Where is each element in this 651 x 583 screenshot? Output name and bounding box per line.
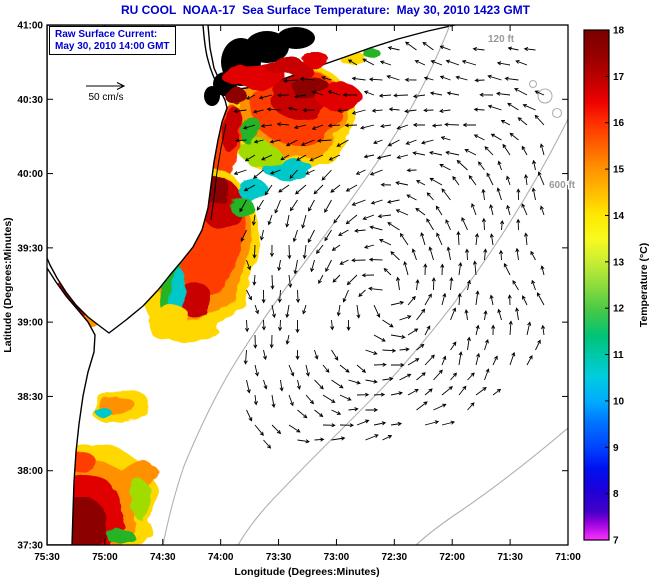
colorbar-tick-label: 18 xyxy=(613,26,625,37)
shoal-contour xyxy=(537,88,553,104)
colorbar-tick-label: 14 xyxy=(613,211,625,222)
colorbar-label: Temperature (°C) xyxy=(638,242,650,328)
contour-label: 120 ft xyxy=(488,34,515,45)
scale-arrow-label: 50 cm/s xyxy=(88,92,124,103)
y-axis-label: Latitude (Degrees:Minutes) xyxy=(2,217,14,353)
y-tick-label: 37:30 xyxy=(17,541,43,552)
barrier-island xyxy=(210,123,227,221)
y-tick-label: 38:00 xyxy=(17,466,43,477)
scale-arrow-icon xyxy=(86,82,126,90)
shoal-contour xyxy=(528,79,538,89)
contour-deep xyxy=(415,427,568,545)
mainland-coastline xyxy=(47,25,228,334)
x-tick-label: 73:00 xyxy=(324,552,350,563)
x-tick-label: 75:00 xyxy=(92,552,118,563)
x-tick-label: 73:30 xyxy=(266,552,292,563)
contour-600ft xyxy=(237,117,568,545)
colorbar-tick-label: 17 xyxy=(613,72,625,83)
colorbar-tick-label: 8 xyxy=(613,489,619,500)
y-tick-label: 40:30 xyxy=(17,95,43,106)
contour-label: 600 ft xyxy=(549,180,576,191)
shoal-contour xyxy=(551,107,563,119)
x-tick-label: 74:00 xyxy=(208,552,234,563)
colorbar-tick-label: 9 xyxy=(613,443,619,454)
y-tick-label: 39:00 xyxy=(17,318,43,329)
current-vectors-layer xyxy=(233,41,546,449)
sst-overlay-layer xyxy=(221,54,330,102)
y-tick-label: 40:00 xyxy=(17,169,43,180)
land-layer xyxy=(47,25,456,545)
dense-coast-detail xyxy=(277,27,315,49)
y-tick-label: 41:00 xyxy=(17,21,43,32)
colorbar-tick-label: 16 xyxy=(613,118,625,129)
x-tick-label: 75:30 xyxy=(34,552,60,563)
colorbar-tick-label: 12 xyxy=(613,304,625,315)
delmarva-coastline xyxy=(47,267,96,545)
x-tick-label: 71:30 xyxy=(497,552,523,563)
contour-120ft xyxy=(162,25,451,545)
colorbar-gradient xyxy=(583,29,610,541)
x-tick-label: 72:30 xyxy=(382,552,408,563)
x-tick-label: 74:30 xyxy=(150,552,176,563)
x-axis-label: Longitude (Degrees:Minutes) xyxy=(234,566,380,578)
plot-frame xyxy=(46,24,569,546)
dense-coast-detail xyxy=(204,86,220,106)
current-annotation-line2: May 30, 2010 14:00 GMT xyxy=(55,40,170,52)
y-tick-label: 39:30 xyxy=(17,243,43,254)
axes-layer: 75:30 75:00 74:30 74:00 73:30 73:00 72:30 72:00… xyxy=(17,21,581,564)
y-tick-label: 38:30 xyxy=(17,392,43,403)
current-annotation-line1: Raw Surface Current: xyxy=(55,29,158,40)
bathymetry-contours xyxy=(162,25,568,545)
plot-title: RU COOL NOAA-17 Sea Surface Temperature:… xyxy=(120,3,531,17)
colorbar-tick-label: 7 xyxy=(613,536,619,547)
colorbar-tick-label: 15 xyxy=(613,165,625,176)
colorbar: 18 17 16 15 14 13 12 11 10 9 8 7 xyxy=(583,26,625,547)
x-tick-label: 71:00 xyxy=(555,552,581,563)
current-annotation-box: Raw Surface Current: May 30, 2010 14:00 … xyxy=(49,26,176,55)
colorbar-tick-label: 11 xyxy=(613,350,624,361)
colorbar-tick-label: 13 xyxy=(613,257,625,268)
colorbar-tick-label: 10 xyxy=(613,396,625,407)
x-tick-label: 72:00 xyxy=(439,552,465,563)
